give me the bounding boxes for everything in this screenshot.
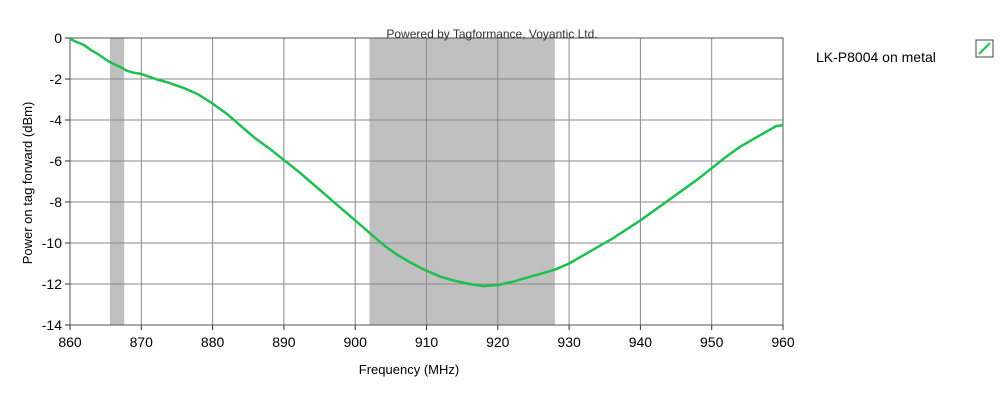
x-tick-label: 870 xyxy=(130,334,154,350)
x-tick-label: 950 xyxy=(700,334,724,350)
x-tick-label: 900 xyxy=(344,334,368,350)
legend: LK-P8004 on metal xyxy=(816,39,994,65)
x-tick-label: 930 xyxy=(557,334,581,350)
shaded-band-0 xyxy=(109,38,125,325)
y-axis-ticks: 0 -2 -4 -6 -8 -10 -12 -14 xyxy=(42,30,70,333)
shaded-band-1 xyxy=(369,38,555,325)
series-line-0 xyxy=(69,37,784,288)
y-axis-label: Power on tag forward (dBm) xyxy=(20,102,35,265)
series-layer xyxy=(69,37,784,288)
x-tick-label: 940 xyxy=(629,334,653,350)
x-tick-label: 860 xyxy=(58,334,82,350)
y-tick-label: -12 xyxy=(42,276,62,292)
y-tick-label: -14 xyxy=(42,317,62,333)
chart-watermark: Powered by Tagformance, Voyantic Ltd. xyxy=(386,27,597,41)
x-tick-label: 890 xyxy=(272,334,296,350)
legend-entry-label: LK-P8004 on metal xyxy=(816,49,936,65)
y-tick-label: -8 xyxy=(50,194,63,210)
x-tick-label: 920 xyxy=(486,334,510,350)
x-axis-ticks: 860 870 880 890 900 910 920 930 940 950 960 xyxy=(58,325,795,350)
y-tick-label: -10 xyxy=(42,235,62,251)
x-tick-label: 960 xyxy=(771,334,795,350)
legend-swatch-icon xyxy=(975,39,994,58)
y-tick-label: -2 xyxy=(50,71,63,87)
y-tick-label: 0 xyxy=(54,30,62,46)
y-tick-label: -4 xyxy=(50,112,63,128)
shaded-bands xyxy=(109,38,555,325)
x-tick-label: 880 xyxy=(201,334,225,350)
x-axis-label: Frequency (MHz) xyxy=(359,362,459,377)
y-tick-label: -6 xyxy=(50,153,63,169)
x-tick-label: 910 xyxy=(415,334,439,350)
